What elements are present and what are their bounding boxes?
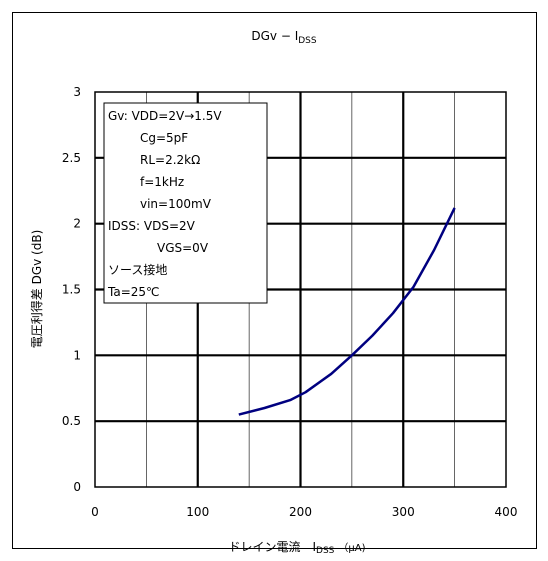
annotation-line-gv: Gv: VDD=2V→1.5V <box>108 109 222 123</box>
x-axis-label-subscript: DSS <box>316 546 335 556</box>
chart-title-subscript: DSS <box>298 36 317 46</box>
y-tick-label: 0 <box>73 480 81 494</box>
x-axis-ticks: 0 100 200 300 400 <box>91 505 517 519</box>
x-tick-label: 200 <box>289 505 312 519</box>
x-tick-label: 300 <box>392 505 415 519</box>
annotation-line-source: ソース接地 <box>108 262 167 277</box>
x-tick-label: 100 <box>186 505 209 519</box>
annotation-line-vgs: VGS=0V <box>157 241 209 255</box>
annotation-line-cg: Cg=5pF <box>140 131 188 145</box>
series-line <box>238 207 456 416</box>
y-tick-label: 0.5 <box>62 414 81 428</box>
chart-title-main: DGv − I <box>251 29 298 43</box>
x-axis-label-unit: （μA) <box>338 542 365 554</box>
y-tick-label: 3 <box>73 85 81 99</box>
y-tick-label: 1 <box>73 348 81 362</box>
annotation-frame <box>103 102 268 304</box>
annotation-line-rl: RL=2.2kΩ <box>140 153 200 167</box>
y-axis-label: 電圧利得差 DGv (dB) <box>29 230 44 348</box>
y-tick-label: 2 <box>73 217 81 231</box>
y-axis-ticks: 0 0.5 1 1.5 2 2.5 3 <box>62 85 81 494</box>
x-tick-label: 400 <box>495 505 518 519</box>
chart-title: DGv − IDSS <box>251 29 317 46</box>
annotation-line-f: f=1kHz <box>140 175 184 189</box>
annotation-line-vin: vin=100mV <box>140 197 212 211</box>
outer-border <box>12 12 537 549</box>
x-axis-label-main: ドレイン電流 I <box>228 540 316 554</box>
annotation-box: Gv: VDD=2V→1.5V Cg=5pF RL=2.2kΩ f=1kHz v… <box>103 102 268 304</box>
plot-border <box>94 91 507 488</box>
annotation-line-ta: Ta=25℃ <box>107 285 160 299</box>
y-tick-label: 1.5 <box>62 283 81 297</box>
annotation-line-idss: IDSS: VDS=2V <box>108 219 196 233</box>
x-axis-label: ドレイン電流 IDSS （μA) <box>228 540 365 556</box>
y-tick-label: 2.5 <box>62 151 81 165</box>
x-tick-label: 0 <box>91 505 99 519</box>
